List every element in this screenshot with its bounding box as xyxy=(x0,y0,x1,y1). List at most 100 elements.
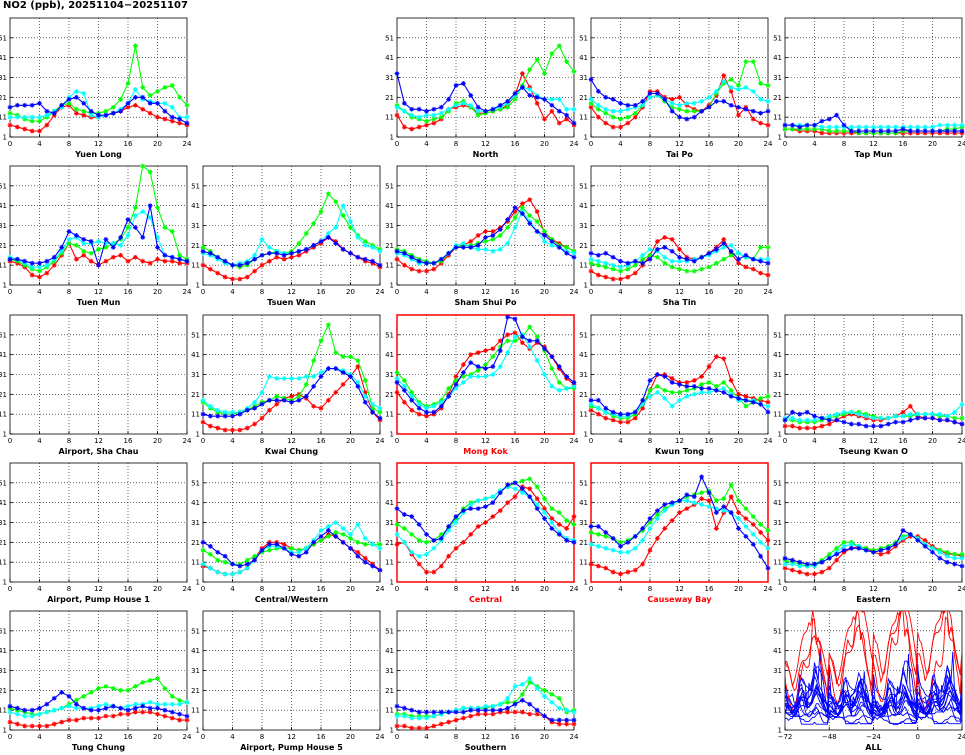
x-tick-label: 0 xyxy=(395,585,399,593)
data-point xyxy=(497,490,503,496)
data-point xyxy=(51,262,57,268)
data-point xyxy=(244,565,250,571)
data-point xyxy=(303,382,309,387)
data-point xyxy=(588,260,594,266)
data-point xyxy=(684,256,690,262)
data-point xyxy=(564,707,570,713)
data-point xyxy=(453,514,459,519)
data-point xyxy=(610,569,616,575)
data-point xyxy=(431,569,437,575)
data-point xyxy=(22,713,28,719)
data-point xyxy=(401,250,407,256)
data-point xyxy=(468,374,474,379)
data-point xyxy=(549,717,555,723)
data-point xyxy=(162,225,168,230)
data-point xyxy=(900,126,906,132)
data-point xyxy=(519,211,525,216)
data-point xyxy=(625,260,631,266)
data-point xyxy=(81,108,87,114)
panel-label: Tap Mun xyxy=(855,150,893,159)
data-point xyxy=(848,124,854,130)
data-point xyxy=(259,401,265,407)
data-point xyxy=(296,248,302,254)
data-point xyxy=(662,502,668,508)
data-point xyxy=(549,516,555,521)
data-point xyxy=(750,266,756,272)
data-point xyxy=(564,518,570,523)
data-point xyxy=(603,545,609,551)
data-point xyxy=(588,256,594,262)
data-point xyxy=(549,691,555,697)
data-point xyxy=(446,719,452,725)
y-tick-label: 31 xyxy=(385,371,394,379)
x-tick-label: 0 xyxy=(589,288,593,296)
data-point xyxy=(125,217,131,222)
y-tick-label: 31 xyxy=(191,371,200,379)
data-point xyxy=(736,516,741,521)
x-tick-label: 4 xyxy=(37,437,42,445)
data-point xyxy=(88,715,94,721)
data-point xyxy=(922,411,928,417)
data-point xyxy=(431,116,437,122)
data-point xyxy=(519,71,525,76)
y-tick-label: 1 xyxy=(196,579,200,587)
x-tick-label: 16 xyxy=(511,437,520,445)
data-point xyxy=(632,415,638,421)
data-point xyxy=(155,676,160,681)
data-point xyxy=(325,397,331,403)
data-point xyxy=(401,512,407,517)
data-point xyxy=(625,102,631,108)
data-point xyxy=(647,516,653,521)
data-point xyxy=(632,409,638,415)
y-tick-label: 1 xyxy=(584,282,588,290)
data-point xyxy=(713,384,719,389)
panel-label: ALL xyxy=(865,743,881,752)
data-point xyxy=(789,126,795,132)
data-point xyxy=(252,405,258,411)
x-tick-label: 24 xyxy=(958,733,965,741)
data-point xyxy=(603,120,609,126)
data-point xyxy=(453,102,459,108)
data-point xyxy=(944,122,950,128)
data-point xyxy=(140,258,146,264)
data-point xyxy=(73,705,79,711)
data-point xyxy=(677,114,682,120)
data-point xyxy=(571,384,577,389)
x-tick-label: 16 xyxy=(124,437,133,445)
data-point xyxy=(915,128,921,134)
data-point xyxy=(952,409,958,415)
data-point xyxy=(610,276,616,282)
x-tick-label: 0 xyxy=(201,437,205,445)
data-point xyxy=(132,709,138,715)
data-point xyxy=(804,425,810,431)
data-point xyxy=(647,547,653,553)
data-point xyxy=(856,411,862,417)
data-point xyxy=(647,520,653,525)
x-tick-label: 8 xyxy=(648,437,652,445)
data-point xyxy=(497,364,503,369)
y-tick-label: 1 xyxy=(584,579,588,587)
data-point xyxy=(743,85,749,90)
data-point xyxy=(207,423,213,429)
data-point xyxy=(959,555,965,561)
data-point xyxy=(394,713,400,719)
data-point xyxy=(765,409,771,415)
x-tick-label: 16 xyxy=(511,585,520,593)
data-point xyxy=(431,260,437,266)
x-tick-label: 12 xyxy=(94,437,103,445)
data-point xyxy=(826,116,832,122)
data-point xyxy=(333,366,339,371)
data-point xyxy=(252,557,258,563)
data-point xyxy=(959,415,965,421)
panel-label: Sham Shui Po xyxy=(454,298,517,307)
data-point xyxy=(871,124,876,130)
data-point xyxy=(416,268,422,274)
data-point xyxy=(743,533,749,539)
y-tick-label: 21 xyxy=(579,391,588,399)
data-point xyxy=(215,254,221,260)
data-point xyxy=(588,561,594,567)
data-point xyxy=(826,417,832,423)
data-point xyxy=(812,122,817,128)
y-tick-label: 51 xyxy=(0,331,7,339)
